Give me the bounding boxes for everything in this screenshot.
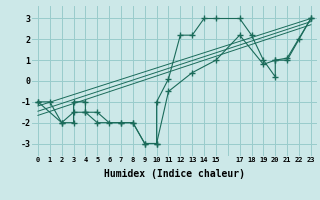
X-axis label: Humidex (Indice chaleur): Humidex (Indice chaleur) bbox=[104, 169, 245, 179]
